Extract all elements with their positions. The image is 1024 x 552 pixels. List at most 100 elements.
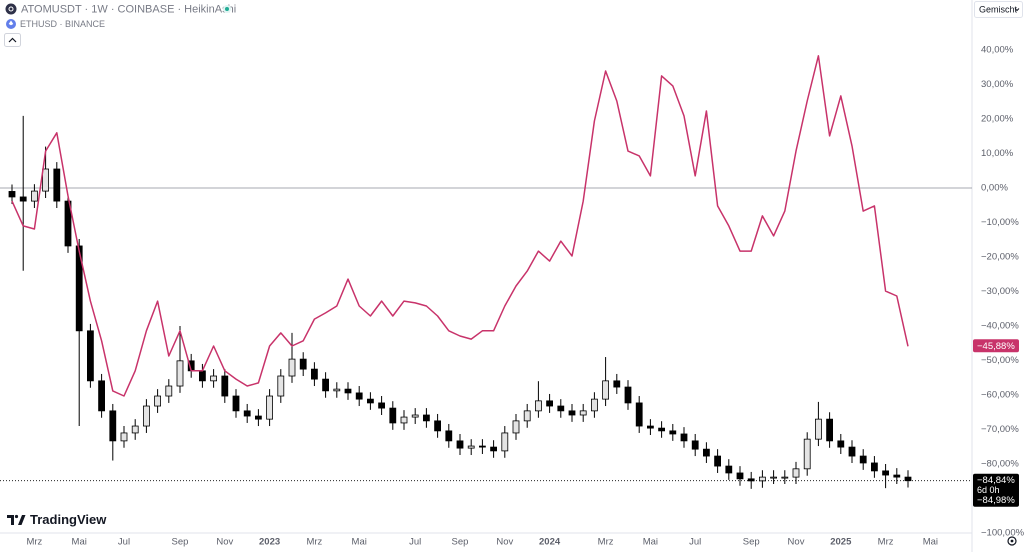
candle-body [98,380,105,412]
candle-body [322,378,330,392]
candle-body [42,168,49,192]
y-tick-label: 30,00% [981,79,1014,90]
candle-body [109,410,117,442]
y-tick-label: −80,00% [981,459,1019,470]
x-tick-label: Mrz [598,537,614,548]
x-tick-label: 2023 [259,537,280,548]
candle-body [30,190,38,202]
price-label-box [973,473,1019,507]
candle-body [770,476,777,479]
candle-body [254,415,262,420]
y-tick-label: −50,00% [981,355,1019,366]
x-tick-label: Mrz [26,537,42,548]
candle-body [826,418,833,442]
x-tick-label: Sep [743,537,760,548]
price-label: −84,84% [977,475,1015,486]
settings-icon[interactable] [1007,536,1017,546]
x-tick-label: Nov [216,537,233,548]
collapse-button[interactable] [4,33,21,47]
candle-body [53,168,61,202]
y-tick-label: −60,00% [981,390,1019,401]
candle-body [131,425,139,434]
logo-mark [7,515,14,525]
y-tick-label: 40,00% [981,44,1014,55]
candle-body [837,440,845,448]
y-tick-label: −70,00% [981,424,1019,435]
candle-body [669,430,677,435]
candle-body [142,405,150,427]
candle-body [904,476,912,482]
y-tick-label: −100,00% [981,528,1024,539]
candle-body [176,360,184,387]
candle-body [803,438,811,470]
candle-body [344,388,352,394]
logo-mark [18,515,26,525]
candle-body [64,200,72,247]
candle-body [501,432,509,452]
candle-body [747,478,755,482]
candle-body [635,402,643,427]
x-tick-label: Nov [496,537,513,548]
candle-body [658,427,665,432]
symbol-icon [5,3,17,15]
x-tick-label: Sep [172,537,189,548]
candle-body [389,407,397,424]
candle-body [848,446,856,457]
candle-body [882,470,889,476]
candle-body [557,405,565,412]
candle-body [333,388,341,392]
countdown: 6d 0h [977,485,1000,495]
candle-body [154,395,162,407]
legend-series: ETHUSD · BINANCE [20,19,105,29]
candle-body [815,418,822,440]
legend-title: ATOMUSDT · 1W · COINBASE · HeikinAshi [21,3,236,15]
candle-body [467,445,475,449]
candle-body [266,395,274,420]
candle-body [8,191,16,198]
y-tick-label: −20,00% [981,252,1019,263]
x-tick-label: Mai [72,537,87,548]
candles [8,115,912,489]
candle-body [736,472,744,480]
price-label-box [973,339,1019,353]
candle-body [75,245,83,332]
candle-body [198,370,206,382]
x-tick-label: Mai [923,537,938,548]
candle-body [165,385,173,397]
price-label-secondary: −84,98% [977,495,1015,506]
candle-body [87,330,94,382]
candle-body [691,440,699,450]
x-tick-label: Mrz [306,537,322,548]
candle-body [703,448,710,457]
candle-body [512,420,520,434]
dropdown-icon [1014,8,1020,12]
scale-mode-label: Gemischt [979,4,1018,14]
x-tick-label: Mai [352,537,367,548]
candle-body [546,400,553,407]
candle-body [243,410,251,417]
candle-body [19,196,27,202]
candle-body [422,414,430,422]
candle-body [859,455,867,464]
candle-body [288,358,296,377]
x-tick-label: Sep [452,537,469,548]
candle-body [725,465,733,474]
candle-body [591,398,598,412]
logo [7,514,26,525]
y-tick-label: −10,00% [981,217,1019,228]
scale-mode-button[interactable] [974,1,1023,18]
collapse-icon [8,37,17,43]
candle-body [277,375,285,397]
candle-body [647,425,654,429]
candle-body [613,380,621,388]
x-tick-label: 2025 [830,537,852,548]
candle-body [680,433,688,442]
settings-icon [1010,539,1014,543]
candle-body [378,402,386,409]
y-tick-label: 20,00% [981,113,1014,124]
candle-body [366,398,374,404]
candle-body [792,468,800,478]
